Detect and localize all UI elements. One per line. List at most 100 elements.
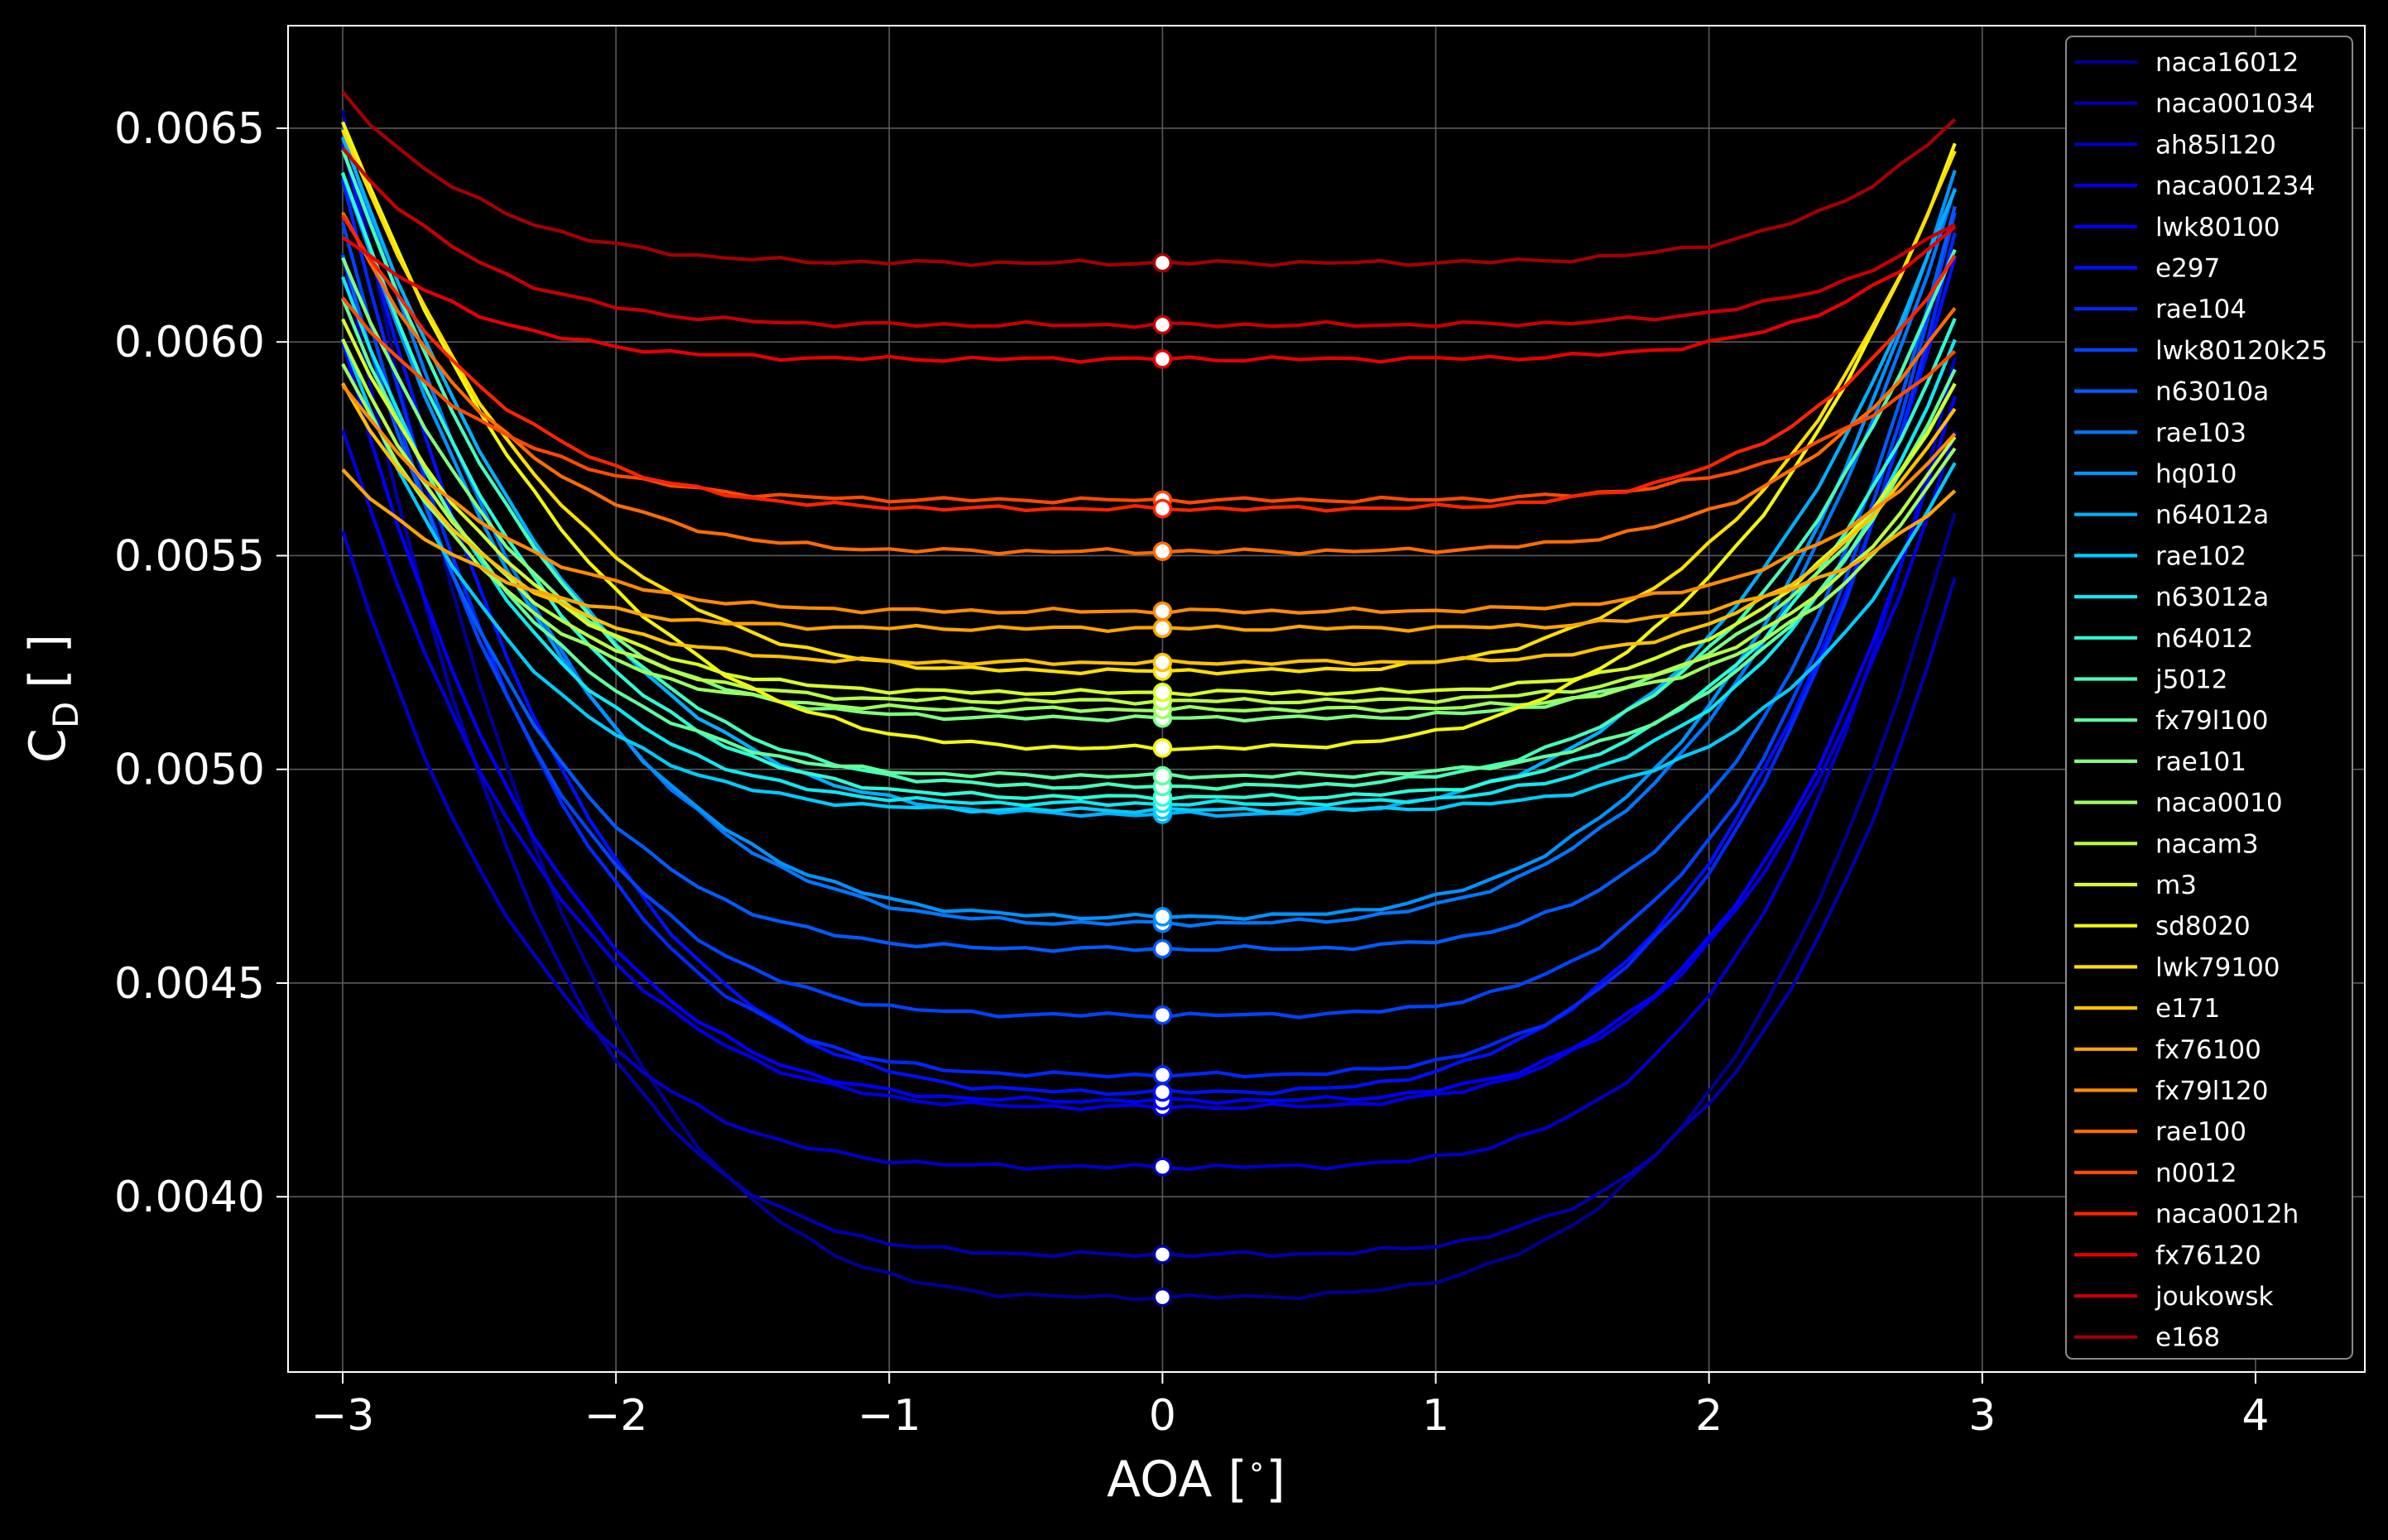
- series-line-e297: [340, 142, 1957, 1096]
- series-line-j5012: [341, 149, 1957, 791]
- series-line-fx76120: [341, 225, 1957, 364]
- legend-label-lwk79100: lwk79100: [2155, 952, 2280, 982]
- min-marker-fx76120: [1152, 349, 1173, 369]
- series-line-lwk80120k25: [340, 212, 1957, 1019]
- legend-box: [2065, 36, 2353, 1360]
- y-tick-label: 0.0045: [114, 959, 265, 1009]
- minimum-markers: [1152, 252, 1173, 1307]
- legend-label-fx79l100: fx79l100: [2155, 706, 2269, 736]
- series-line-n63010a: [340, 206, 1957, 953]
- min-marker-lwk80120k25: [1152, 1005, 1173, 1025]
- legend-label-sd8020: sd8020: [2155, 912, 2251, 942]
- legend-label-joukowsk: joukowsk: [2155, 1282, 2274, 1312]
- min-marker-n63010a: [1152, 938, 1173, 959]
- x-axis-label-close: ]: [1266, 1451, 1285, 1509]
- y-axis-label-unit: [ ]: [19, 634, 77, 688]
- series-line-e171: [341, 382, 1957, 667]
- legend-label-rae104: rae104: [2155, 295, 2246, 324]
- min-marker-e297: [1152, 1082, 1173, 1102]
- legend-label-j5012: j5012: [2155, 665, 2228, 695]
- min-marker-sd8020: [1152, 738, 1173, 758]
- series-line-fx79l120: [341, 384, 1957, 616]
- y-tick-label: 0.0060: [114, 318, 265, 367]
- legend-label-e168: e168: [2155, 1323, 2220, 1353]
- legend-label-lwk80120k25: lwk80120k25: [2155, 336, 2328, 366]
- series-line-n63012a: [341, 276, 1957, 808]
- min-marker-e171: [1152, 652, 1173, 673]
- min-marker-hq010: [1152, 907, 1173, 927]
- x-tick-label: 3: [1968, 1391, 1996, 1441]
- min-marker-naca001034: [1152, 1245, 1173, 1264]
- legend-label-e171: e171: [2155, 994, 2220, 1024]
- legend-label-ah85l120: ah85l120: [2155, 130, 2276, 160]
- series-line-ah85l120: [341, 357, 1957, 1172]
- x-tick-label: −1: [858, 1391, 921, 1441]
- legend-label-n0012: n0012: [2155, 1159, 2237, 1188]
- x-tick-label: −3: [311, 1391, 375, 1441]
- series-line-naca001234: [341, 429, 1957, 1111]
- grid: [288, 26, 2365, 1372]
- x-tick-label: 1: [1422, 1391, 1449, 1441]
- legend-label-naca0012h: naca0012h: [2155, 1200, 2299, 1230]
- min-marker-fx79l100: [1152, 765, 1173, 786]
- series-line-rae104: [340, 179, 1957, 1079]
- x-tick-label: 2: [1695, 1391, 1723, 1441]
- y-axis-ticks: 0.0040 0.0045 0.0050 0.0055 0.0060 0.0065: [114, 104, 288, 1222]
- min-marker-naca0012h: [1152, 498, 1173, 519]
- x-tick-label: 0: [1149, 1391, 1176, 1441]
- legend-label-naca001034: naca001034: [2155, 89, 2315, 119]
- min-marker-ah85l120: [1152, 1157, 1173, 1177]
- min-marker-rae104: [1152, 1065, 1173, 1085]
- x-tick-label: −2: [584, 1391, 648, 1441]
- y-tick-label: 0.0040: [114, 1173, 265, 1222]
- legend-label-fx79l120: fx79l120: [2155, 1077, 2269, 1106]
- series-line-fx79l100: [341, 298, 1957, 780]
- series-line-rae100: [341, 211, 1957, 556]
- series-line-rae102: [341, 338, 1957, 815]
- series-line-nacam3: [341, 338, 1957, 706]
- legend-label-nacam3: nacam3: [2155, 829, 2259, 859]
- legend-label-n63010a: n63010a: [2155, 377, 2269, 407]
- min-marker-m3: [1152, 683, 1173, 703]
- y-axis-label: CD [ ]: [19, 634, 86, 763]
- x-axis-label-text: AOA [: [1107, 1451, 1247, 1509]
- series-line-naca001034: [340, 253, 1957, 1259]
- min-marker-fx79l120: [1152, 601, 1173, 621]
- series-line-lwk80100: [340, 341, 1957, 1106]
- legend-label-naca16012: naca16012: [2155, 48, 2299, 78]
- min-marker-joukowsk: [1152, 314, 1173, 335]
- series-line-n0012: [341, 296, 1957, 505]
- y-tick-label: 0.0065: [114, 104, 265, 154]
- x-axis-label: AOA [∘]: [1107, 1450, 1285, 1509]
- legend-label-fx76120: fx76120: [2155, 1240, 2261, 1270]
- series-line-naca16012: [340, 109, 1957, 1302]
- series-line-e168: [341, 90, 1957, 267]
- legend-label-m3: m3: [2155, 871, 2197, 900]
- x-tick-label: 4: [2241, 1391, 2269, 1441]
- y-tick-label: 0.0050: [114, 746, 265, 795]
- x-axis-label-unit: ∘: [1247, 1450, 1266, 1484]
- series-line-hq010: [341, 170, 1957, 921]
- legend-label-hq010: hq010: [2155, 459, 2237, 489]
- series-line-naca0010: [341, 362, 1957, 714]
- legend-label-naca0010: naca0010: [2155, 789, 2283, 818]
- legend-label-n64012a: n64012a: [2155, 501, 2269, 530]
- legend-label-fx76100: fx76100: [2155, 1035, 2261, 1065]
- y-axis-label-main: C: [19, 728, 77, 763]
- legend-label-rae102: rae102: [2155, 541, 2246, 571]
- series-line-naca0012h: [341, 214, 1957, 513]
- x-axis-ticks: −3 −2 −1 0 1 2 3 4: [311, 1372, 2269, 1441]
- legend-label-n64012: n64012: [2155, 624, 2253, 654]
- legend-items: naca16012 naca001034 ah85l120 naca001234 lwk…: [2074, 48, 2328, 1353]
- y-axis-label-sub: D: [46, 702, 86, 728]
- plot-frame: [287, 25, 2366, 1373]
- series-line-sd8020: [341, 121, 1957, 752]
- legend-label-e297: e297: [2155, 254, 2220, 284]
- series-lines: [340, 90, 1957, 1302]
- min-marker-naca16012: [1152, 1287, 1173, 1307]
- legend-label-naca001234: naca001234: [2155, 171, 2315, 201]
- series-line-fx76100: [341, 468, 1957, 633]
- series-line-m3: [341, 318, 1957, 697]
